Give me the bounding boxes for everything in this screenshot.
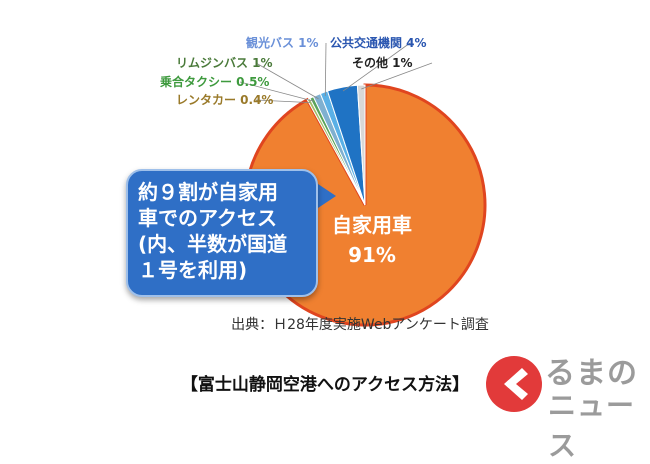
callout-bubble: 約９割が自家用 車でのアクセス (内、半数が国道 １号を利用) [126,169,318,297]
watermark-line2: ニュース [548,389,636,462]
leader-line-3 [255,62,319,100]
source-note: 出典：Ｈ28年度実施Webアンケート調査 [231,317,489,333]
slice-label-2: 乗合タクシー 0.5% [160,74,269,89]
slice-label-5: 公共交通機関 4% [330,35,427,50]
leader-line-2 [239,81,314,102]
leader-line-4 [324,42,327,97]
slice-label-1: レンタカー 0.4% [176,93,273,107]
slice-label-3: リムジンバス 1% [176,56,273,70]
chart-caption: 【富士山静岡空港へのアクセス方法】 [180,375,470,395]
leader-line-6 [361,62,433,90]
slice-label-4: 観光バス 1% [246,35,319,50]
main-slice-value: 91% [348,243,396,267]
watermark-line1: るまの [545,356,638,391]
leader-line-1 [255,99,311,104]
leader-line-5 [342,42,411,92]
main-slice-name: 自家用車 [332,213,412,237]
slice-label-6: その他 1% [352,55,413,70]
kurumanonews-logo-icon [486,356,542,412]
pie-slice-6 [356,84,366,206]
